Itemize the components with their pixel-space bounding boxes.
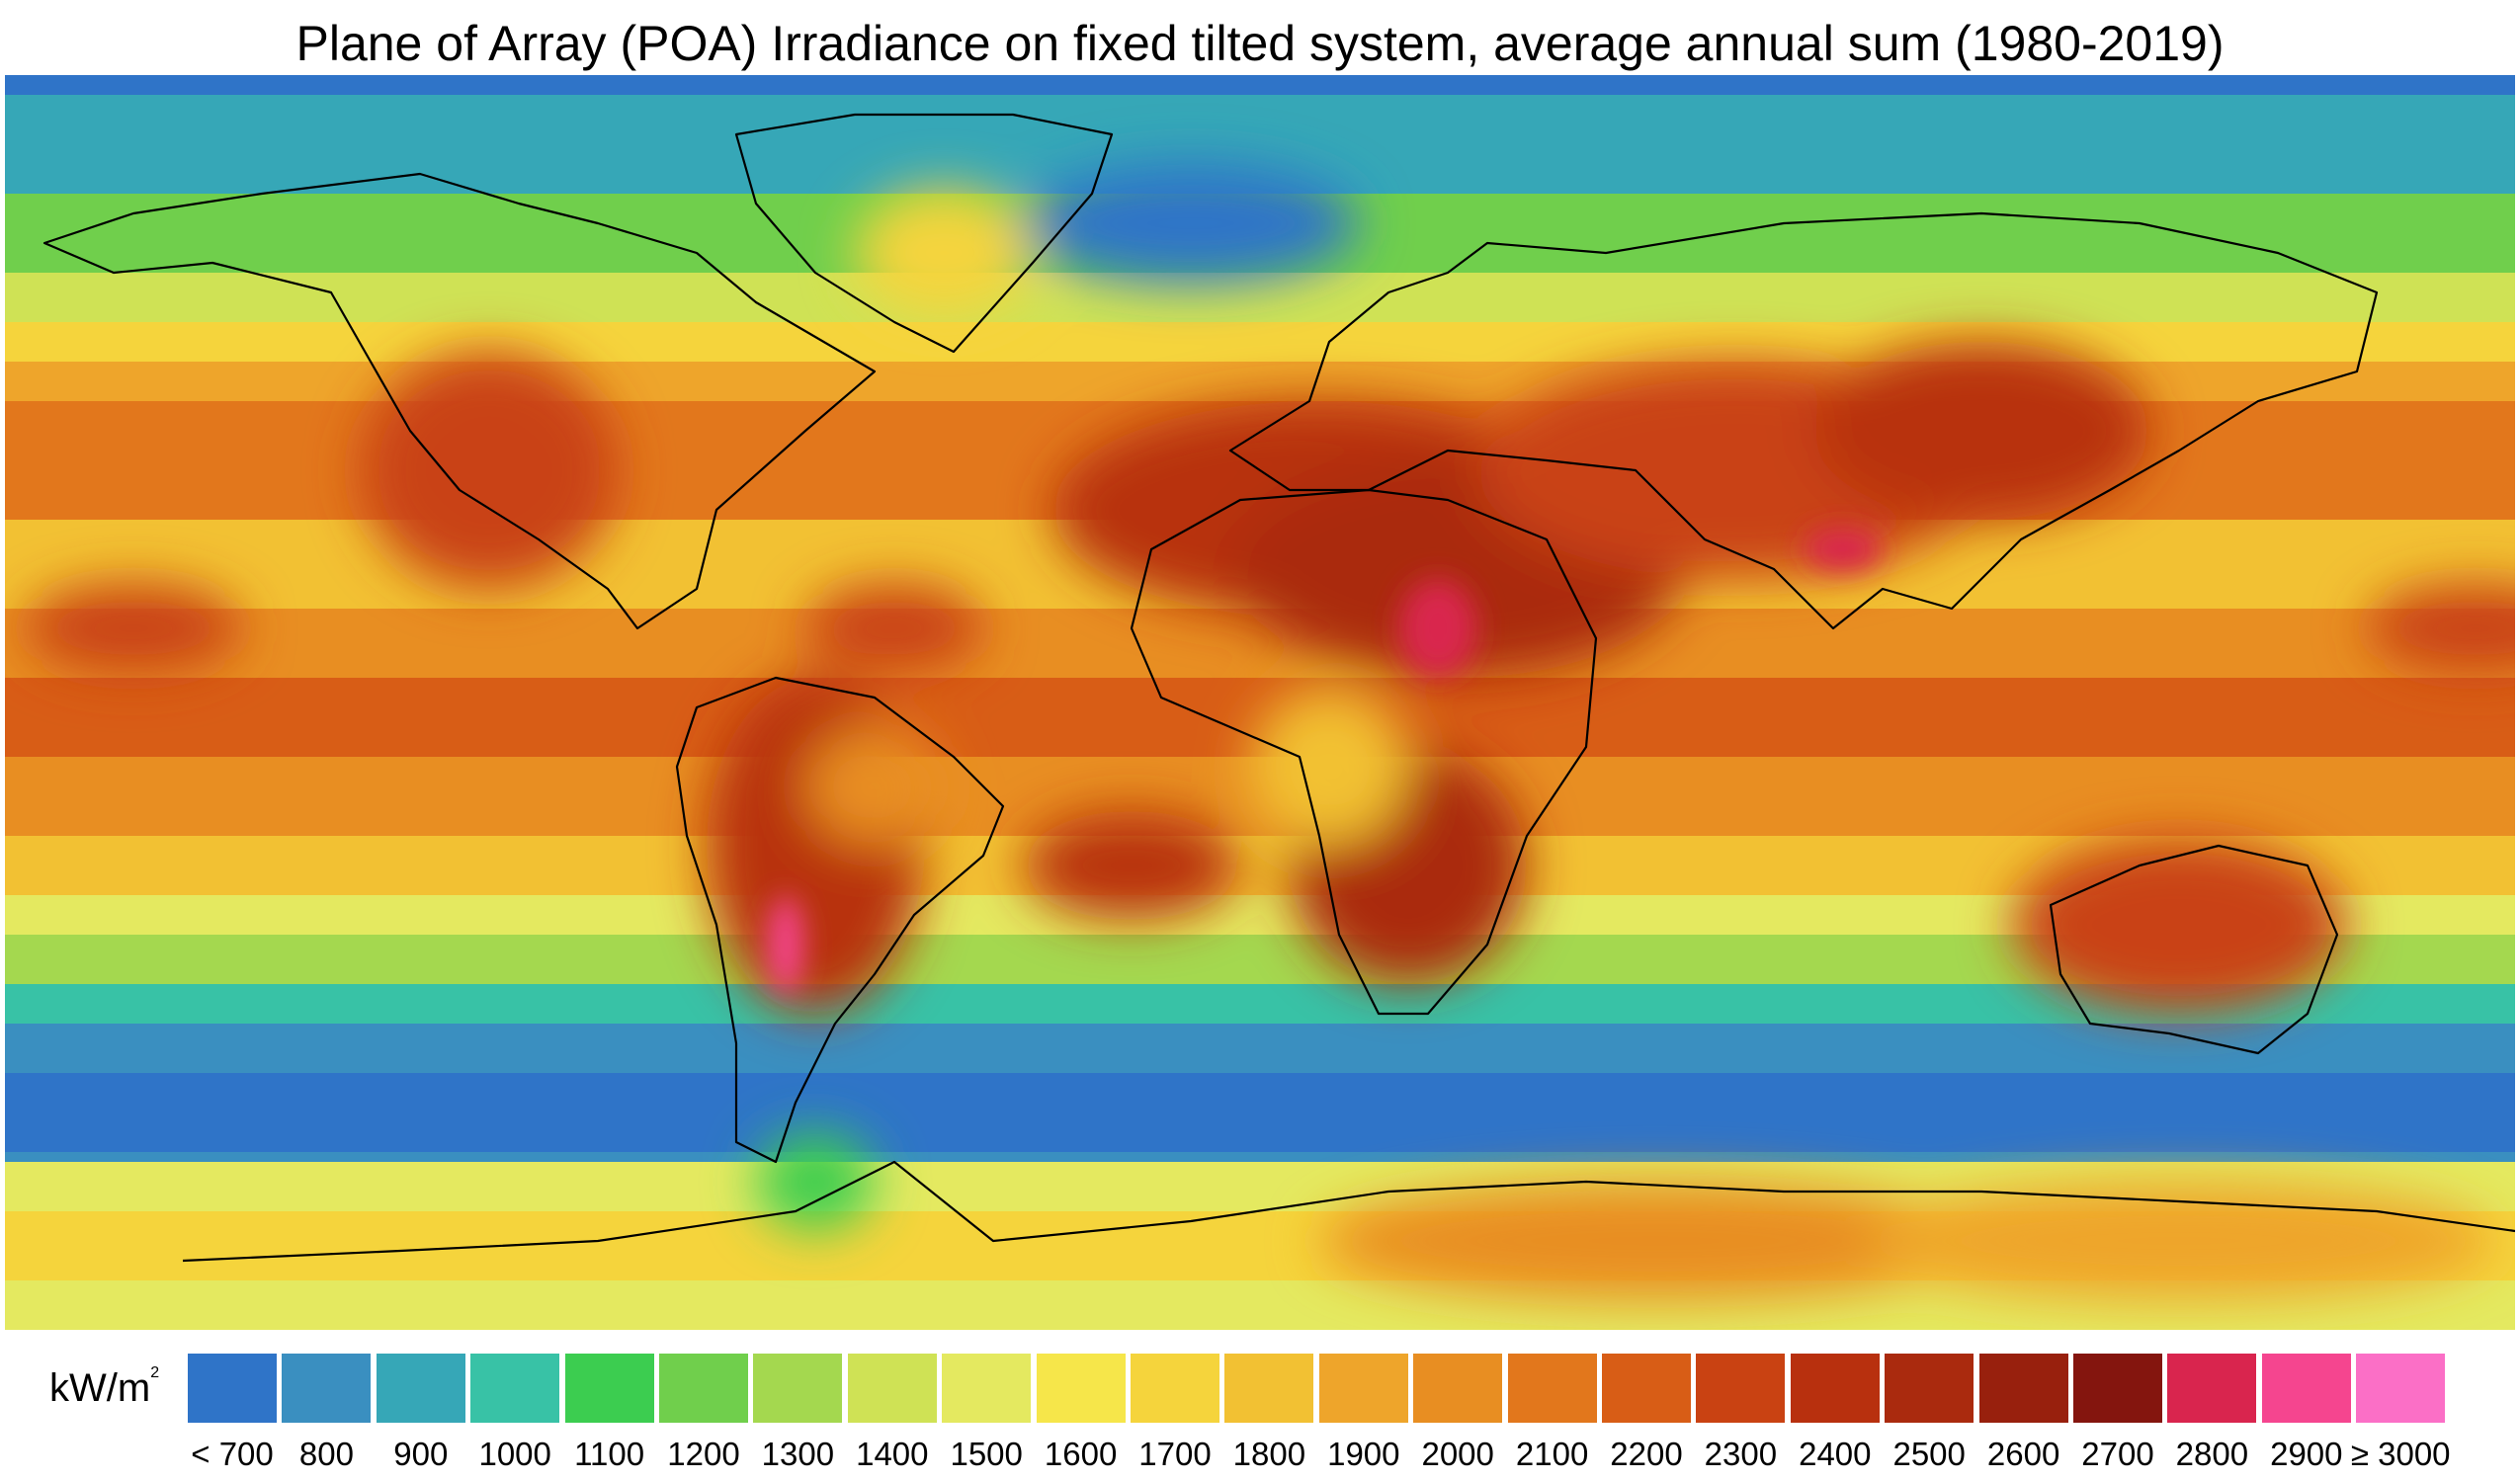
legend-tick-label: 2100 xyxy=(1515,1436,1589,1472)
legend-swatch xyxy=(282,1354,372,1423)
coastline-north-america xyxy=(42,172,877,630)
legend-tick-label: 2500 xyxy=(1892,1436,1966,1472)
legend-swatch xyxy=(2167,1354,2257,1423)
legend-swatch xyxy=(1036,1354,1126,1423)
coastlines xyxy=(42,113,2515,1263)
legend-tick-label: 1600 xyxy=(1044,1436,1118,1472)
legend-swatch xyxy=(2261,1354,2351,1423)
legend-unit-superscript: 2 xyxy=(150,1364,160,1381)
legend-swatch xyxy=(942,1354,1032,1423)
irradiance-hotspots xyxy=(25,164,2515,1300)
legend-tick-label: 800 xyxy=(298,1436,354,1472)
coastline-australia xyxy=(2049,844,2339,1055)
legend-tick-label: 2300 xyxy=(1704,1436,1778,1472)
legend-swatch xyxy=(1602,1354,1691,1423)
legend-tick-label: 2900 xyxy=(2270,1436,2343,1472)
legend-swatch xyxy=(1224,1354,1314,1423)
legend-swatch xyxy=(2356,1354,2446,1423)
legend-tick-label: 1400 xyxy=(856,1436,929,1472)
legend-swatch xyxy=(847,1354,937,1423)
legend-swatch xyxy=(1131,1354,1219,1423)
legend-labels: < 700 800 900 1000 1100 1200 1300 1400 1500 1600 1… xyxy=(148,1435,2520,1482)
legend-swatch xyxy=(1318,1354,1408,1423)
legend-swatch xyxy=(1885,1354,1974,1423)
legend-tick-label: 2200 xyxy=(1610,1436,1683,1472)
legend-swatch xyxy=(1696,1354,1786,1423)
legend-tick-label: 1700 xyxy=(1138,1436,1212,1472)
legend-swatch xyxy=(1978,1354,2068,1423)
legend-unit-base: kW/m xyxy=(49,1366,151,1410)
coastline-eurasia xyxy=(1228,211,2379,630)
legend-tick-label: 1200 xyxy=(667,1436,740,1472)
legend-tick-label: 1300 xyxy=(761,1436,835,1472)
legend-swatch xyxy=(470,1354,560,1423)
legend-tick-label: < 700 xyxy=(191,1436,274,1472)
legend-swatch xyxy=(1413,1354,1503,1423)
legend-tick-label: 2600 xyxy=(1986,1436,2060,1472)
legend-tick-label: 2700 xyxy=(2081,1436,2154,1472)
legend-tick-label: 1900 xyxy=(1327,1436,1400,1472)
legend-tick-label: 2800 xyxy=(2175,1436,2249,1472)
coastline-greenland xyxy=(734,113,1114,354)
irradiance-map xyxy=(5,75,2515,1330)
coastline-antarctica xyxy=(182,1160,2515,1263)
legend-swatch xyxy=(2073,1354,2162,1423)
legend-tick-label: 1000 xyxy=(478,1436,551,1472)
legend-swatch xyxy=(753,1354,843,1423)
legend-tick-label: 1800 xyxy=(1232,1436,1306,1472)
map-title: Plane of Array (POA) Irradiance on fixed… xyxy=(295,16,2225,71)
legend-tick-label: 900 xyxy=(393,1436,449,1472)
legend-unit: kW/m2 xyxy=(49,1346,159,1416)
irradiance-peaks xyxy=(768,528,1883,994)
legend-tick-label: ≥ 3000 xyxy=(2350,1436,2451,1472)
legend-tick-label: 2400 xyxy=(1799,1436,1872,1472)
legend-swatch xyxy=(1507,1354,1597,1423)
legend-tick-label: 1100 xyxy=(574,1436,645,1472)
legend-swatch xyxy=(659,1354,748,1423)
legend-swatch xyxy=(564,1354,654,1423)
legend-swatch xyxy=(188,1354,277,1423)
coastline-africa xyxy=(1130,488,1598,1016)
legend-tick-label: 1500 xyxy=(950,1436,1023,1472)
legend-swatch xyxy=(376,1354,465,1423)
legend-tick-label: 2000 xyxy=(1421,1436,1494,1472)
irradiance-map-canvas xyxy=(5,75,2515,1330)
coastline-south-america xyxy=(675,676,1005,1164)
legend-swatch xyxy=(1790,1354,1880,1423)
